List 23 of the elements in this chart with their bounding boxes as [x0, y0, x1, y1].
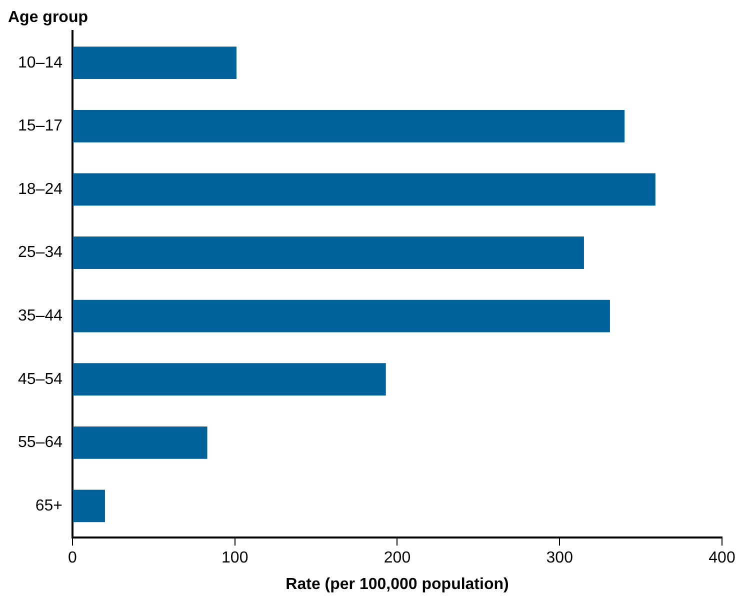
y-tick-label: 55–64 — [18, 434, 63, 452]
bar — [72, 110, 625, 142]
bar — [72, 46, 236, 80]
y-tick-label: 10–14 — [18, 54, 63, 72]
y-tick-label: 18–24 — [18, 180, 63, 198]
bar — [72, 363, 386, 396]
x-axis-title: Rate (per 100,000 population) — [286, 576, 509, 593]
y-tick-label: 25–34 — [18, 244, 63, 262]
bar — [72, 173, 656, 206]
x-tick-label: 400 — [708, 550, 736, 567]
bar — [72, 300, 610, 332]
y-tick-label: 35–44 — [18, 307, 63, 324]
bar — [72, 426, 208, 459]
x-tick-label: 0 — [68, 550, 78, 567]
y-tick-label: 65+ — [35, 497, 62, 514]
bar — [72, 236, 584, 269]
y-tick-label: 45–54 — [18, 370, 63, 388]
x-tick-label: 200 — [384, 550, 411, 567]
bar — [72, 490, 105, 522]
x-tick-label: 100 — [222, 550, 248, 567]
y-tick-label: 15–17 — [18, 118, 63, 135]
x-tick-label: 300 — [546, 550, 574, 567]
chart-title: Age group — [8, 9, 88, 26]
